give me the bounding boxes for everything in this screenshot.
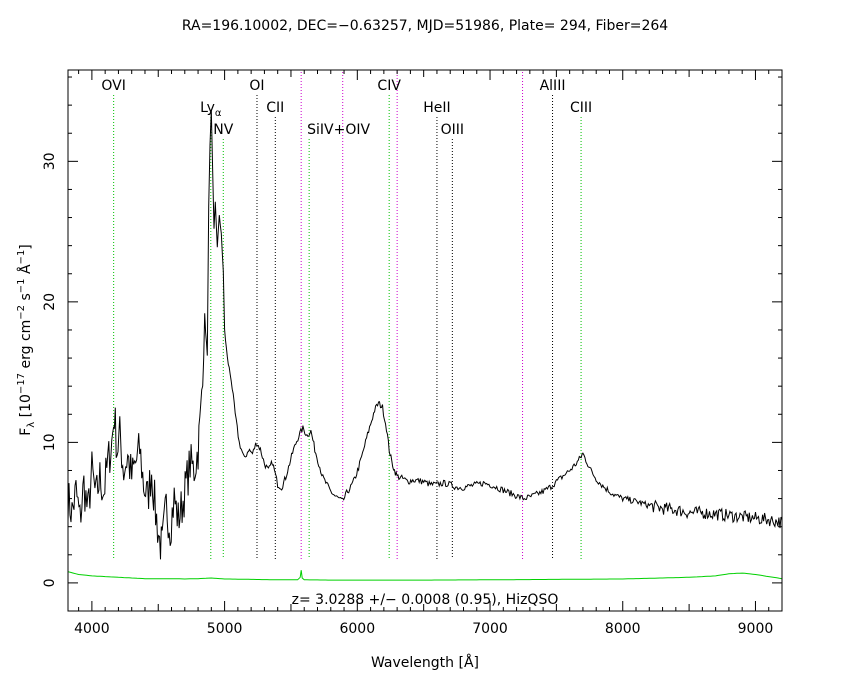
y-label-a: [10	[18, 394, 34, 422]
y-tick-label: 10	[42, 433, 58, 451]
marker-label: NV	[213, 122, 233, 138]
redshift-annotation: z= 3.0288 +/− 0.0008 (0.95), HizQSO	[292, 592, 559, 608]
y-label-exp2: −2	[16, 305, 27, 320]
x-tick-label: 4000	[74, 621, 110, 637]
series-layer	[67, 109, 783, 581]
y-label-exp4: −1	[16, 250, 27, 265]
plot-frame	[67, 69, 783, 612]
marker-label: HeII	[423, 100, 450, 116]
x-tick-label: 9000	[738, 621, 774, 637]
marker-label: OVI	[101, 78, 125, 94]
x-tick-label: 6000	[339, 621, 375, 637]
y-label-f: F	[18, 428, 34, 436]
flux-line	[67, 109, 783, 560]
y-label-b: erg cm	[18, 320, 34, 373]
y-label-sub: λ	[26, 422, 37, 428]
marker-label: CIII	[570, 100, 592, 116]
marker-label: OIII	[441, 122, 464, 138]
marker-label: OI	[249, 78, 264, 94]
y-tick-label: 30	[42, 152, 58, 170]
y-label-exp1: −17	[16, 373, 27, 394]
marker-label: SiIV+OIV	[307, 122, 370, 138]
x-axis-label: Wavelength [Å]	[371, 654, 479, 671]
error-line	[67, 570, 783, 581]
chart-title: RA=196.10002, DEC=−0.63257, MJD=51986, P…	[181, 18, 669, 34]
y-label-c: s	[18, 293, 34, 305]
x-tick-label: 8000	[605, 621, 641, 637]
marker-label: CII	[266, 100, 284, 116]
line-markers: OVILyαNVOICIISiIV+OIVCIVHeIIOIIIAlIIICII…	[101, 78, 592, 559]
y-label-exp3: −1	[16, 278, 27, 293]
x-tick-label: 5000	[207, 621, 243, 637]
marker-label: AlIII	[540, 78, 566, 94]
sky-lines	[300, 72, 524, 559]
y-axis-label: Fλ [10−17 erg cm−2 s−1 Å−1]	[16, 244, 37, 436]
marker-label: CIV	[377, 78, 401, 94]
axes: 4000 5000 6000 7000 8000 9000 0 10 20 30	[42, 70, 783, 637]
y-tick-label: 20	[42, 293, 58, 311]
y-label-d: Å	[17, 264, 34, 278]
y-tick-label: 0	[42, 578, 58, 587]
y-label-f2: ]	[18, 244, 34, 249]
x-tick-label: 7000	[472, 621, 508, 637]
